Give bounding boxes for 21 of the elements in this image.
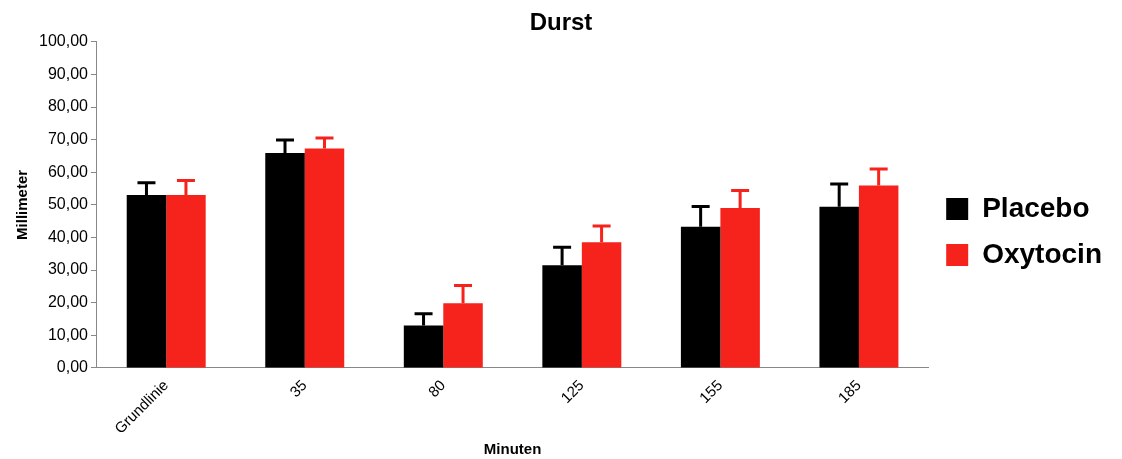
x-tick-label: 80 [424,376,449,401]
y-tick-label: 20,00 [47,293,89,311]
chart-title: Durst [529,8,593,36]
x-tick-label: 155 [695,376,726,407]
x-tick-label: 185 [834,376,864,407]
x-tick-label: 35 [285,376,310,401]
y-tick-label: 70,00 [47,130,89,148]
y-tick-label: 0,00 [56,358,89,376]
x-tick-label: 125 [557,376,587,407]
y-tick-label: 40,00 [47,227,89,245]
y-tick-label: 50,00 [47,195,89,213]
y-tick-label: 90,00 [47,64,89,82]
y-tick-label: 80,00 [47,97,89,115]
legend-label: Oxytocin [982,237,1103,269]
legend-label: Placebo [982,191,1090,223]
y-tick-label: 60,00 [47,162,89,180]
y-tick-label: 10,00 [47,325,89,343]
y-tick-label: 30,00 [47,260,89,278]
y-axis-title: Millimeter [13,169,31,240]
x-axis-title: Minuten [483,440,542,458]
y-tick-label: 100,00 [39,32,89,50]
